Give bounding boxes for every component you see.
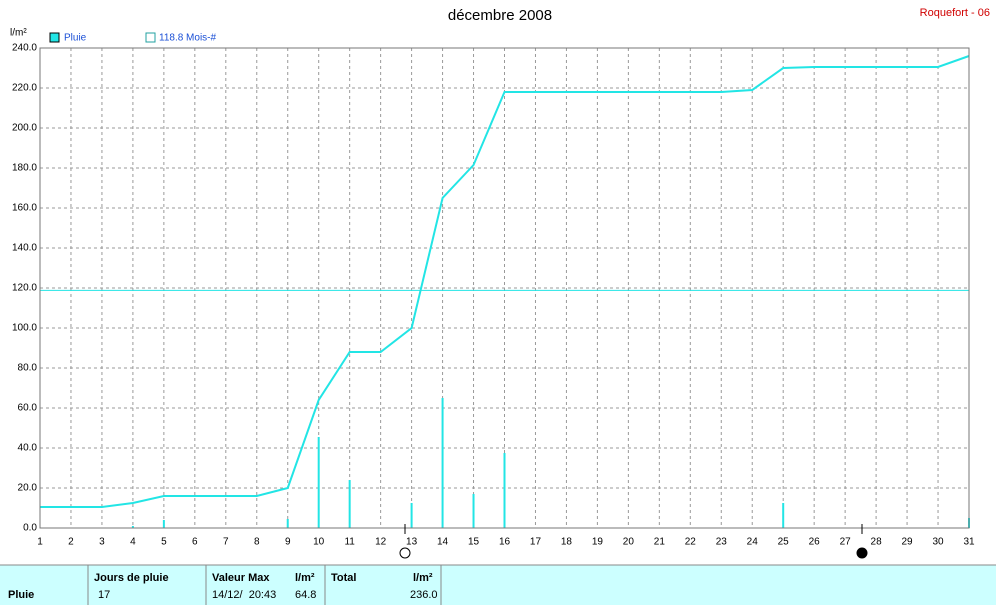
y-unit: l/m² [10, 28, 27, 39]
legend-swatch [145, 32, 156, 43]
y-tick-label: 40.0 [18, 443, 38, 454]
x-tick-label: 12 [375, 537, 387, 548]
x-tick-label: 7 [223, 537, 229, 548]
x-tick-label: 19 [592, 537, 604, 548]
x-tick-label: 30 [932, 537, 944, 548]
table-cell: 64.8 [295, 589, 316, 601]
x-tick-label: 5 [161, 537, 167, 548]
x-tick-label: 15 [468, 537, 480, 548]
table-header: l/m² [295, 572, 315, 584]
table-header: Jours de pluie [94, 572, 169, 584]
table-cell: 14/12/ 20:43 [212, 589, 276, 601]
y-tick-label: 60.0 [18, 403, 38, 414]
x-tick-label: 27 [840, 537, 852, 548]
x-tick-label: 13 [406, 537, 418, 548]
line [40, 55, 970, 508]
x-tick-label: 18 [561, 537, 573, 548]
bar [410, 503, 413, 528]
x-tick-label: 11 [344, 537, 355, 548]
row-label: Pluie [8, 589, 34, 601]
y-tick-label: 80.0 [18, 363, 38, 374]
y-tick-label: 240.0 [12, 43, 37, 54]
x-tick-label: 4 [130, 537, 136, 548]
table-header: Valeur Max [212, 572, 270, 584]
bar [441, 398, 444, 528]
y-tick-label: 20.0 [18, 483, 38, 494]
x-tick-label: 9 [285, 537, 291, 548]
x-tick-label: 29 [902, 537, 914, 548]
location: Roquefort - 06 [920, 7, 990, 19]
x-tick-label: 28 [871, 537, 883, 548]
x-tick-label: 26 [809, 537, 821, 548]
table-cell: 236.0 [410, 589, 438, 601]
plot-frame [39, 47, 970, 529]
x-tick-label: 25 [778, 537, 790, 548]
table-cell: 17 [98, 589, 110, 601]
chart-title: décembre 2008 [448, 7, 552, 24]
y-tick-label: 120.0 [12, 283, 37, 294]
x-tick-label: 21 [654, 537, 666, 548]
x-tick-label: 6 [192, 537, 198, 548]
legend-swatch [49, 32, 60, 43]
bar [348, 480, 351, 528]
bar [317, 437, 320, 528]
table-header: Total [331, 572, 356, 584]
x-tick-label: 14 [437, 537, 449, 548]
summary-table [0, 565, 996, 605]
x-tick-label: 17 [530, 537, 542, 548]
y-tick-label: 140.0 [12, 243, 37, 254]
bar [286, 519, 289, 528]
y-tick-label: 160.0 [12, 203, 37, 214]
x-tick-label: 22 [685, 537, 697, 548]
x-tick-label: 10 [313, 537, 325, 548]
legend-label: Pluie [64, 33, 87, 44]
bar [472, 494, 475, 528]
bar [162, 520, 165, 528]
x-tick-label: 24 [747, 537, 759, 548]
x-tick-label: 23 [716, 537, 728, 548]
y-tick-label: 0.0 [23, 523, 37, 534]
legend-label: 118.8 Mois-# [159, 33, 217, 44]
y-tick-label: 200.0 [12, 123, 37, 134]
x-tick-label: 31 [963, 537, 975, 548]
bar [782, 503, 785, 528]
y-tick-label: 100.0 [12, 323, 37, 334]
moon-icon [399, 547, 411, 559]
x-tick-label: 1 [37, 537, 43, 548]
y-tick-label: 180.0 [12, 163, 37, 174]
x-tick-label: 8 [254, 537, 260, 548]
x-tick-label: 2 [68, 537, 74, 548]
bar [503, 453, 506, 528]
x-tick-label: 16 [499, 537, 511, 548]
x-tick-label: 3 [99, 537, 105, 548]
y-tick-label: 220.0 [12, 83, 37, 94]
bar [131, 526, 134, 528]
table-header: l/m² [413, 572, 433, 584]
moon-icon [856, 547, 868, 559]
x-tick-label: 20 [623, 537, 635, 548]
